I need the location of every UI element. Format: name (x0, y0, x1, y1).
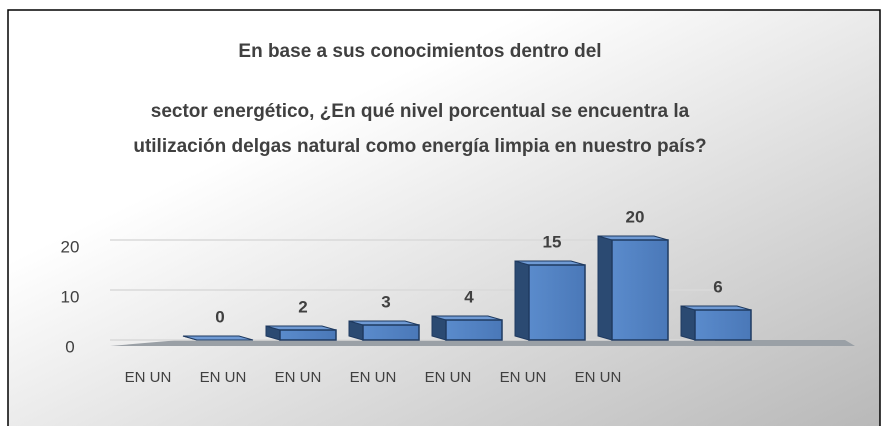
value-label: 0 (215, 307, 224, 326)
bar-face (680, 305, 696, 341)
bar-face (445, 319, 503, 341)
value-label: 20 (626, 207, 645, 226)
value-label: 15 (543, 232, 562, 251)
x-tick-label: EN UN (125, 369, 172, 386)
bar (680, 305, 752, 341)
x-tick-label: EN UN (200, 369, 247, 386)
bar-face (694, 309, 752, 341)
bar (348, 320, 420, 341)
value-label: 6 (713, 277, 722, 296)
floor (110, 340, 855, 346)
bar-face (362, 324, 420, 341)
bar-face (528, 264, 586, 341)
y-tick-label: 10 (61, 287, 80, 306)
x-tick-label: EN UN (425, 369, 472, 386)
x-tick-label: EN UN (575, 369, 622, 386)
value-label: 2 (298, 297, 307, 316)
bar (182, 335, 254, 341)
x-tick-label: EN UN (350, 369, 397, 386)
y-tick-label: 20 (61, 237, 80, 256)
bar-face (597, 235, 613, 341)
y-tick-label: 0 (65, 337, 74, 356)
chart-title: sector energético, ¿En qué nivel porcent… (151, 101, 690, 122)
bar-face (514, 260, 530, 341)
bar-face (182, 335, 254, 341)
value-label: 4 (464, 287, 474, 306)
x-tick-label: EN UN (500, 369, 547, 386)
bar (597, 235, 669, 341)
bar (514, 260, 586, 341)
bar-face (611, 239, 669, 341)
chart-title: En base a sus conocimientos dentro del (238, 41, 601, 62)
chart-title: utilización delgas natural como energía … (133, 136, 706, 157)
bar (431, 315, 503, 341)
bar-face (279, 329, 337, 341)
bar (265, 325, 337, 341)
frame (7, 9, 881, 431)
value-label: 3 (381, 292, 390, 311)
x-tick-label: EN UN (275, 369, 322, 386)
